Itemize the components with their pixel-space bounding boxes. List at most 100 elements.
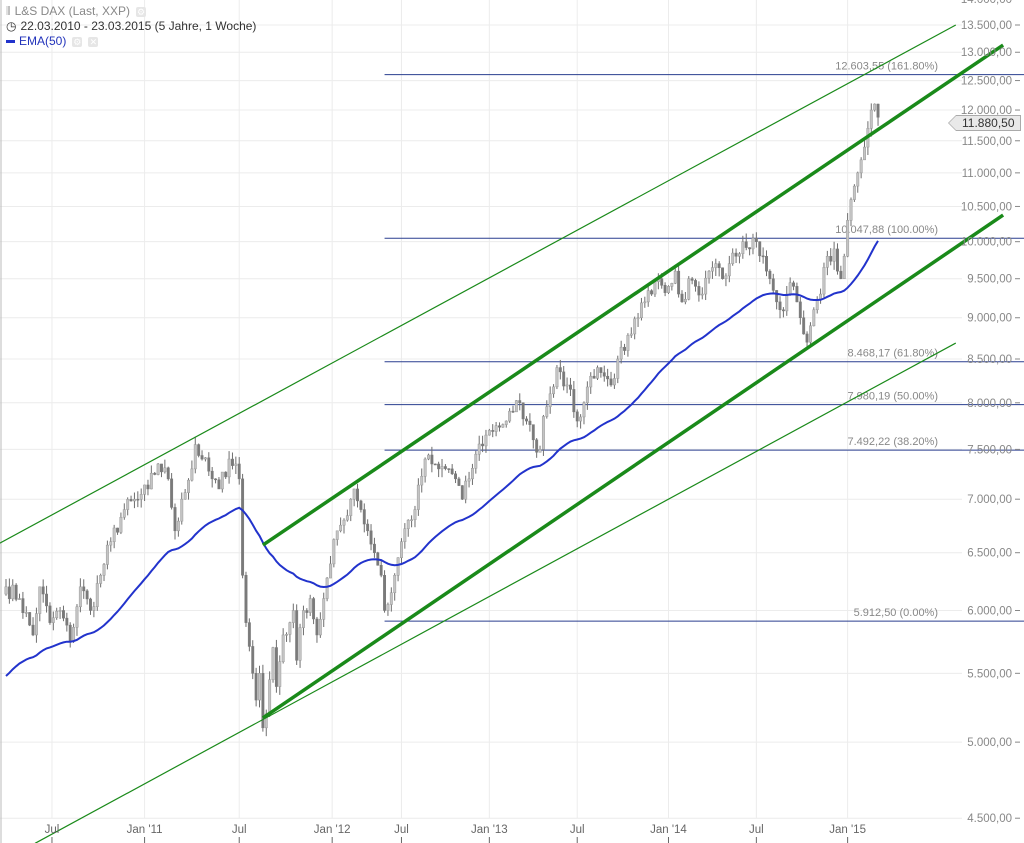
- ema-remove-icon[interactable]: ✕: [88, 36, 99, 47]
- candle-up: [11, 584, 15, 600]
- candle-down: [525, 418, 528, 422]
- fib-level-label: 10.047,88 (100.00%): [835, 224, 938, 236]
- candle-up: [639, 302, 643, 318]
- fib-level-label: 7.980,19 (50.00%): [847, 391, 938, 403]
- candle-up: [667, 286, 670, 293]
- candle-up: [555, 367, 559, 388]
- candle-up: [420, 476, 424, 486]
- x-tick-label: Jan '14: [650, 824, 687, 836]
- candle-down: [758, 241, 762, 257]
- trendline-channel-upper: [261, 43, 1005, 547]
- candle-up: [477, 443, 481, 455]
- candle-up: [673, 270, 677, 284]
- candle-down: [454, 473, 457, 480]
- candle-up: [683, 299, 687, 303]
- candle-up: [308, 598, 312, 613]
- ema-label[interactable]: EMA(50): [19, 34, 67, 48]
- candle-up: [352, 488, 356, 500]
- candle-down: [315, 618, 319, 636]
- candle-up: [220, 471, 224, 490]
- candle-down: [498, 425, 501, 428]
- fib-level-label: 8.468,17 (61.80%): [847, 348, 938, 360]
- y-tick-label: 8.500,00: [967, 354, 1012, 366]
- candle-up: [163, 467, 167, 473]
- x-tick-label: Jan '11: [127, 824, 163, 836]
- candle-up: [281, 634, 285, 662]
- candle-up: [846, 220, 850, 257]
- candle-down: [383, 575, 387, 611]
- ema-settings-icon[interactable]: ⚙: [72, 36, 83, 47]
- candle-up: [427, 454, 430, 460]
- candle-up: [501, 424, 505, 428]
- candle-down: [359, 500, 363, 510]
- candle-up: [406, 519, 410, 530]
- candle-up: [180, 498, 184, 522]
- candle-down: [433, 463, 437, 466]
- y-tick-label: 9.500,00: [967, 274, 1012, 286]
- candle-down: [356, 488, 359, 502]
- candle-up: [565, 384, 569, 387]
- settings-icon[interactable]: ⚙: [136, 6, 146, 17]
- y-tick-label: 6.000,00: [967, 605, 1012, 617]
- candle-up: [34, 613, 38, 636]
- candle-up: [318, 619, 322, 636]
- candle-up: [859, 159, 863, 174]
- candle-up: [332, 539, 336, 565]
- period-text[interactable]: 22.03.2010 - 23.03.2015 (5 Jahre, 1 Woch…: [20, 19, 257, 33]
- candle-up: [440, 466, 444, 470]
- candle-down: [650, 290, 654, 295]
- candle-up: [95, 583, 99, 607]
- candle-down: [535, 439, 539, 453]
- candle-up: [504, 420, 508, 425]
- candle-down: [65, 617, 69, 626]
- candle-up: [643, 301, 647, 304]
- candle-up: [825, 256, 829, 268]
- candle-up: [856, 172, 860, 187]
- y-tick-label: 6.500,00: [967, 548, 1012, 560]
- candle-down: [765, 256, 768, 272]
- candle-down: [602, 372, 606, 377]
- candle-down: [802, 317, 806, 335]
- candle-up: [278, 661, 282, 687]
- ema-swatch-icon: [6, 40, 15, 43]
- candle-up: [139, 494, 143, 500]
- y-axis: 4.500,00 5.000,00 5.500,00 6.000,00 6.500,00…: [961, 0, 1020, 825]
- y-tick-label: 5.500,00: [967, 668, 1012, 680]
- candle-down: [166, 467, 170, 480]
- candle-down: [748, 247, 752, 250]
- trendlines: [0, 24, 1005, 843]
- candle-down: [369, 530, 373, 545]
- candle-down: [694, 280, 697, 287]
- candle-down: [562, 371, 566, 387]
- candle-down: [437, 463, 441, 470]
- candle-down: [798, 301, 802, 318]
- candle-down: [7, 586, 11, 600]
- x-tick-label: Jul: [394, 824, 409, 836]
- candle-up: [403, 528, 407, 542]
- chart-legend: ⫼ L&S DAX (Last, XXP) ⚙ ◷ 22.03.2010 - 2…: [6, 4, 256, 49]
- candle-up: [298, 627, 302, 661]
- candle-down: [805, 333, 809, 343]
- candle-down: [717, 263, 721, 269]
- candle-up: [109, 541, 113, 546]
- candle-up: [51, 617, 55, 623]
- candle-up: [636, 317, 640, 320]
- candle-down: [558, 367, 562, 373]
- x-tick-label: Jul: [45, 824, 60, 836]
- candle-down: [170, 478, 174, 508]
- candle-up: [487, 430, 491, 436]
- candle-up: [190, 468, 194, 481]
- candle-up: [342, 519, 346, 526]
- candle-down: [623, 346, 626, 351]
- candle-up: [849, 199, 853, 221]
- candle-up: [112, 527, 116, 542]
- candle-down: [754, 237, 758, 242]
- candle-up: [731, 252, 735, 264]
- candle-up: [105, 544, 109, 565]
- candle-up: [203, 457, 207, 460]
- candle-down: [247, 622, 251, 647]
- fib-level-label: 7.492,22 (38.20%): [847, 436, 938, 448]
- candle-down: [660, 278, 664, 286]
- candle-up: [291, 610, 295, 623]
